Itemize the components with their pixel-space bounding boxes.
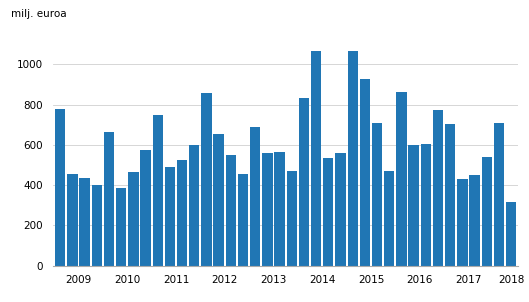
Bar xyxy=(396,92,407,266)
Bar xyxy=(189,145,199,266)
Bar xyxy=(299,98,309,266)
Bar xyxy=(384,171,395,266)
Bar xyxy=(79,178,90,266)
Bar xyxy=(323,158,333,266)
Bar xyxy=(348,51,358,266)
Bar xyxy=(469,175,480,266)
Bar xyxy=(238,174,248,266)
Bar xyxy=(116,188,126,266)
Bar xyxy=(128,172,139,266)
Bar xyxy=(494,123,504,266)
Text: milj. euroa: milj. euroa xyxy=(11,9,67,19)
Bar xyxy=(311,51,321,266)
Bar xyxy=(335,153,345,266)
Bar xyxy=(275,152,285,266)
Bar xyxy=(104,132,114,266)
Bar xyxy=(140,150,151,266)
Bar xyxy=(481,157,492,266)
Bar xyxy=(152,115,163,266)
Bar xyxy=(226,156,236,266)
Bar xyxy=(408,145,419,266)
Bar xyxy=(506,202,516,266)
Bar xyxy=(433,110,443,266)
Bar xyxy=(457,179,468,266)
Bar xyxy=(92,185,102,266)
Bar xyxy=(67,174,78,266)
Bar xyxy=(262,153,272,266)
Bar xyxy=(360,79,370,266)
Bar xyxy=(421,144,431,266)
Bar xyxy=(177,160,187,266)
Bar xyxy=(372,123,382,266)
Bar xyxy=(445,124,455,266)
Bar xyxy=(287,171,297,266)
Bar xyxy=(55,109,66,266)
Bar xyxy=(250,127,260,266)
Bar xyxy=(214,134,224,266)
Bar xyxy=(165,167,175,266)
Bar xyxy=(201,93,212,266)
